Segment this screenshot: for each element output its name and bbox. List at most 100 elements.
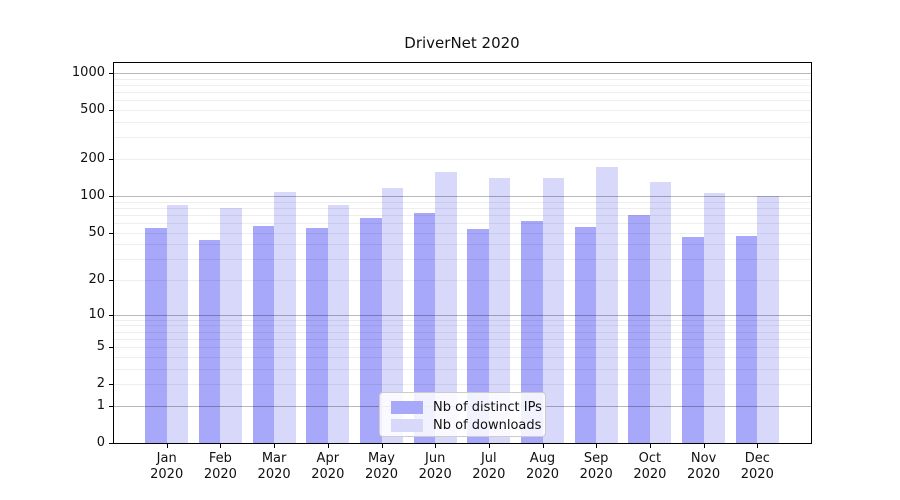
bar-downloads-mar: [274, 192, 296, 443]
x-tick: [703, 444, 705, 448]
bar-ips-mar: [252, 225, 275, 443]
y-tick: [109, 443, 113, 444]
x-tick-label: Sep 2020: [579, 451, 613, 482]
legend-label-downloads: Nb of downloads: [433, 418, 542, 433]
y-tick-label: 1: [96, 397, 105, 413]
y-tick-label: 100: [80, 187, 105, 203]
bar-ips-jan: [145, 228, 167, 443]
x-tick: [435, 444, 437, 448]
bar-downloads-nov: [703, 192, 726, 443]
gridline-minor: [113, 244, 811, 246]
y-tick-label: 20: [88, 272, 105, 287]
bar-downloads-oct: [649, 181, 672, 443]
gridline-minor: [113, 347, 811, 349]
x-tick: [327, 444, 329, 448]
y-tick: [109, 405, 113, 407]
gridline-minor: [113, 110, 811, 112]
x-tick: [649, 444, 651, 448]
x-tick-label: Jan 2020: [150, 451, 184, 482]
bar-ips-dec: [735, 235, 758, 443]
x-tick: [381, 444, 383, 448]
bar-ips-jun: [413, 212, 436, 443]
bar-ips-may: [360, 217, 382, 443]
y-tick: [109, 314, 113, 316]
gridline-minor: [113, 78, 811, 80]
gridline-minor: [113, 259, 811, 261]
x-tick-label: Aug 2020: [525, 451, 560, 482]
y-tick: [109, 347, 113, 349]
legend-swatch-downloads: [391, 419, 423, 432]
x-tick: [757, 444, 759, 448]
gridline-minor: [113, 280, 811, 281]
bar-downloads-jan: [166, 204, 189, 443]
y-tick-label: 1000: [71, 65, 105, 81]
bar-ips-feb: [198, 240, 221, 443]
x-tick-label: May 2020: [364, 451, 399, 482]
gridline-minor: [113, 319, 811, 321]
x-tick-label: Jul 2020: [472, 451, 506, 482]
x-tick-label: Jun 2020: [418, 451, 452, 482]
bar-downloads-jun: [435, 171, 457, 443]
y-tick: [109, 232, 113, 234]
x-tick-label: Feb 2020: [203, 451, 237, 482]
gridline-minor: [113, 222, 811, 224]
legend: Nb of distinct IPs Nb of downloads: [379, 392, 546, 437]
bar-downloads-may: [381, 188, 403, 443]
gridline-major: [113, 195, 811, 197]
x-tick: [542, 444, 544, 448]
x-tick: [220, 444, 222, 448]
bar-downloads-aug: [542, 177, 564, 443]
gridline-minor: [113, 356, 811, 358]
gridline-minor: [113, 338, 811, 340]
y-tick-label: 0: [96, 435, 105, 450]
x-tick-label: Apr 2020: [311, 451, 345, 482]
gridline-major: [113, 73, 811, 75]
x-tick: [596, 444, 598, 448]
x-tick-label: Nov 2020: [687, 451, 721, 482]
gridline-minor: [113, 159, 811, 160]
y-tick-label: 500: [80, 102, 105, 118]
legend-swatch-ips: [391, 401, 423, 414]
gridline-minor: [113, 92, 811, 94]
x-tick-label: Dec 2020: [740, 451, 774, 482]
y-tick: [109, 110, 113, 112]
bar-downloads-sep: [596, 167, 618, 443]
legend-item-ips: Nb of distinct IPs: [391, 399, 542, 416]
legend-label-ips: Nb of distinct IPs: [433, 400, 542, 415]
axes-frame: [113, 62, 812, 444]
gridline-minor: [113, 232, 811, 234]
x-tick: [488, 444, 490, 448]
gridline-minor: [113, 325, 811, 327]
gridline-minor: [113, 384, 811, 386]
bar-downloads-apr: [327, 204, 350, 443]
bar-downloads-jul: [488, 178, 511, 443]
y-tick: [109, 73, 113, 75]
x-tick-label: Oct 2020: [633, 451, 667, 482]
bar-ips-oct: [628, 214, 650, 443]
bar-ips-apr: [306, 228, 328, 443]
y-tick-label: 200: [80, 151, 105, 166]
gridline-major: [113, 314, 811, 316]
y-tick-label: 2: [96, 376, 105, 392]
gridline-minor: [113, 331, 811, 333]
gridline-minor: [113, 207, 811, 209]
bar-ips-nov: [682, 236, 704, 443]
x-tick: [274, 444, 276, 448]
gridline-minor: [113, 137, 811, 139]
gridline-minor: [113, 214, 811, 216]
bar-downloads-dec: [757, 195, 779, 443]
gridline-minor: [113, 85, 811, 86]
bar-downloads-feb: [220, 207, 242, 443]
gridline-minor: [113, 201, 811, 203]
bar-ips-jul: [467, 229, 489, 443]
chart-title: DriverNet 2020: [404, 34, 520, 52]
x-tick-label: Mar 2020: [257, 451, 291, 482]
legend-item-downloads: Nb of downloads: [391, 417, 541, 434]
y-tick: [109, 195, 113, 197]
y-tick-label: 10: [88, 306, 105, 322]
bar-ips-sep: [574, 226, 597, 443]
gridline-minor: [113, 100, 811, 102]
gridline-minor: [113, 368, 811, 370]
gridline-minor: [113, 122, 811, 124]
